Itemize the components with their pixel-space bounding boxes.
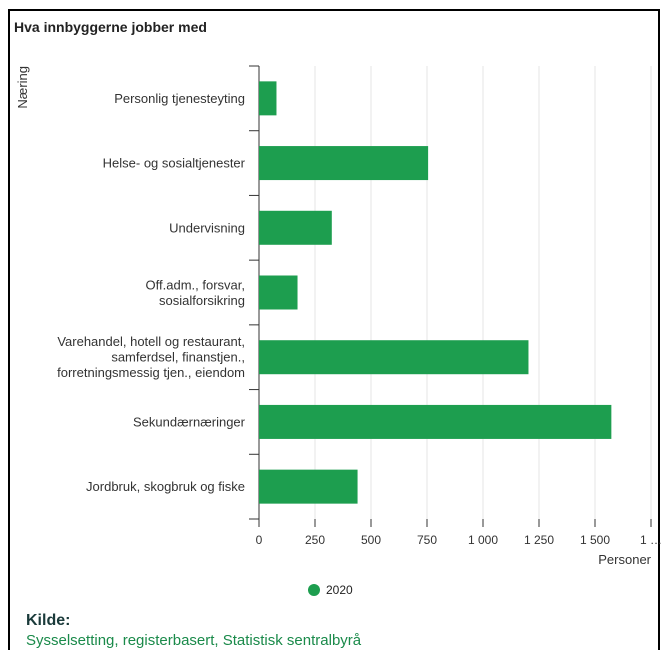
legend-label-2020: 2020 bbox=[326, 583, 353, 597]
category-label: sosialforsikring bbox=[159, 293, 245, 308]
source-link[interactable]: Sysselsetting, registerbasert, Statistis… bbox=[26, 632, 362, 649]
bar bbox=[259, 210, 332, 245]
category-label: forretningsmessig tjen., eiendom bbox=[57, 365, 245, 380]
category-label: Jordbruk, skogbruk og fiske bbox=[86, 479, 245, 494]
bar bbox=[259, 469, 358, 504]
bar bbox=[259, 146, 429, 181]
category-label: samferdsel, finanstjen., bbox=[111, 350, 245, 365]
category-label: Sekundærnæringer bbox=[133, 414, 246, 429]
chart-frame bbox=[8, 9, 660, 650]
bar bbox=[259, 340, 529, 375]
x-axis-title: Personer bbox=[598, 552, 651, 567]
source-label: Kilde: bbox=[26, 612, 71, 629]
x-tick-label: 750 bbox=[417, 533, 437, 547]
category-label: Varehandel, hotell og restaurant, bbox=[57, 334, 245, 349]
x-tick-label: 1 000 bbox=[468, 533, 498, 547]
x-tick-label: 250 bbox=[305, 533, 325, 547]
category-label: Undervisning bbox=[169, 220, 245, 235]
legend-marker bbox=[308, 584, 320, 596]
x-tick-label: 500 bbox=[361, 533, 381, 547]
bar bbox=[259, 404, 612, 439]
category-label: Helse- og sosialtjenester bbox=[103, 156, 246, 171]
category-label: Off.adm., forsvar, bbox=[146, 277, 245, 292]
category-label: Personlig tjenesteyting bbox=[114, 91, 245, 106]
chart-title: Hva innbyggerne jobber med bbox=[14, 19, 207, 35]
x-tick-label: 0 bbox=[256, 533, 263, 547]
legend[interactable]: 2020 bbox=[308, 583, 353, 597]
x-tick-label: 1 500 bbox=[580, 533, 610, 547]
bar bbox=[259, 81, 277, 116]
y-axis-title: Næring bbox=[15, 66, 30, 109]
bar bbox=[259, 275, 298, 310]
x-tick-label: 1 250 bbox=[524, 533, 554, 547]
x-tick-label: 1 … bbox=[640, 533, 662, 547]
